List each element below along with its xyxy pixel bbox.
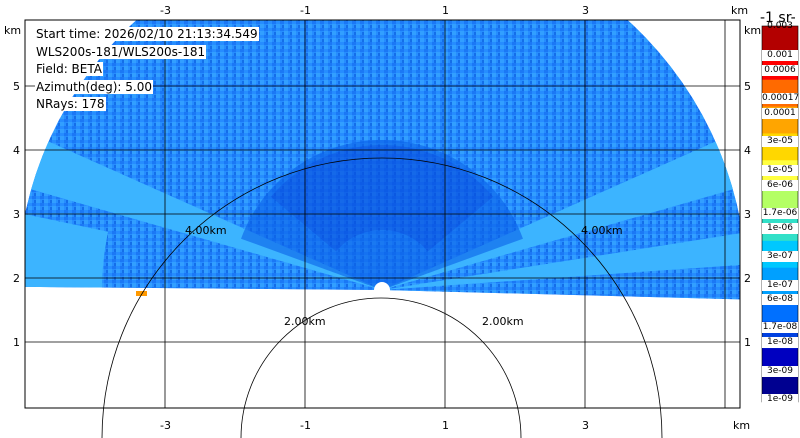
field-text: Field: BETA — [35, 62, 103, 77]
x-tick-label: -3 — [160, 419, 171, 432]
x-tick-label: -1 — [300, 419, 311, 432]
colorbar-label: 3e-09 — [762, 366, 798, 377]
y-tick-label: 3 — [744, 208, 751, 221]
azimuth-text: Azimuth(deg): 5.00 — [35, 79, 154, 94]
edge-band-left — [25, 214, 109, 288]
y-tick-label: 4 — [13, 144, 20, 157]
colorbar-label: 3e-07 — [762, 251, 798, 262]
colorbar-label: 1e-05 — [762, 165, 798, 176]
range-rings — [101, 157, 663, 438]
colorbar-label: 0.0006 — [762, 65, 798, 76]
instrument-text: WLS200s-181/WLS200s-181 — [35, 44, 207, 59]
x-unit-label: km — [731, 4, 748, 17]
hot-pixel — [136, 291, 147, 296]
plume-far-right — [382, 233, 740, 290]
x-tick-label: 3 — [582, 4, 589, 17]
y-tick-label: 5 — [13, 80, 20, 93]
x-tick-label: -3 — [160, 4, 171, 17]
ring-label-4km-right: 4.00km — [581, 224, 623, 237]
y-tick-label: 1 — [13, 336, 20, 349]
y-tick-label: 1 — [744, 336, 751, 349]
colorbar-label: 1e-09 — [762, 394, 798, 405]
colorbar-label: 1e-06 — [762, 223, 798, 234]
start-time-text: Start time: 2026/02/10 21:13:34.549 — [35, 27, 259, 41]
colorbar-label: 1e-07 — [762, 280, 798, 291]
y-tick-label: 2 — [13, 272, 20, 285]
colorbar-label: 6e-06 — [762, 180, 798, 191]
y-tick-label: 5 — [744, 80, 751, 93]
colorbar-label: 0.00017 — [762, 93, 800, 104]
colorbar-label: 6e-08 — [762, 294, 798, 305]
y-tick-labels-left: km 5 4 3 2 1 — [4, 24, 21, 349]
beta-field-image — [25, 20, 740, 300]
grid — [25, 20, 740, 408]
ring-label-2km-left: 2.00km — [284, 315, 326, 328]
x-tick-labels-top: -3 -1 1 3 km — [160, 4, 748, 17]
y-tick-label: 2 — [744, 272, 751, 285]
fan-deep-core — [270, 145, 494, 252]
colorbar-label: 1.7e-08 — [762, 322, 798, 333]
x-tick-label: 3 — [582, 419, 589, 432]
colorbar-label: 0.0001 — [762, 108, 798, 119]
colorbar-label: 1.7e-06 — [762, 208, 798, 219]
y-unit-label: km — [4, 24, 21, 37]
origin-gap — [374, 282, 390, 298]
ring-label-4km-left: 4.00km — [185, 224, 227, 237]
x-tick-labels-bottom: -3 -1 1 3 km — [160, 419, 750, 432]
y-tick-labels-right: km 5 4 3 2 1 — [744, 24, 761, 349]
x-tick-label: 1 — [442, 4, 449, 17]
colorbar-label: 0.001 — [762, 50, 798, 61]
range-ring-4km — [101, 157, 663, 438]
ring-label-2km-right: 2.00km — [482, 315, 524, 328]
colorbar-label: 3e-05 — [762, 136, 798, 147]
x-tick-label: -1 — [300, 4, 311, 17]
fan-core — [241, 140, 523, 290]
range-ring-2km — [240, 297, 522, 438]
colorbar-swatch — [762, 26, 798, 54]
colorbar-label: 0.003 — [767, 21, 793, 31]
scan-info-box: Start time: 2026/02/10 21:13:34.549 WLS2… — [35, 26, 259, 114]
y-unit-label: km — [744, 24, 761, 37]
nrays-text: NRays: 178 — [35, 97, 106, 112]
x-tick-label: 1 — [442, 419, 449, 432]
colorbar-label: 1e-08 — [762, 337, 798, 348]
y-tick-label: 4 — [744, 144, 751, 157]
x-unit-label: km — [733, 419, 750, 432]
colorbar-title: -1 sr- — [760, 10, 796, 26]
y-tick-label: 3 — [13, 208, 20, 221]
